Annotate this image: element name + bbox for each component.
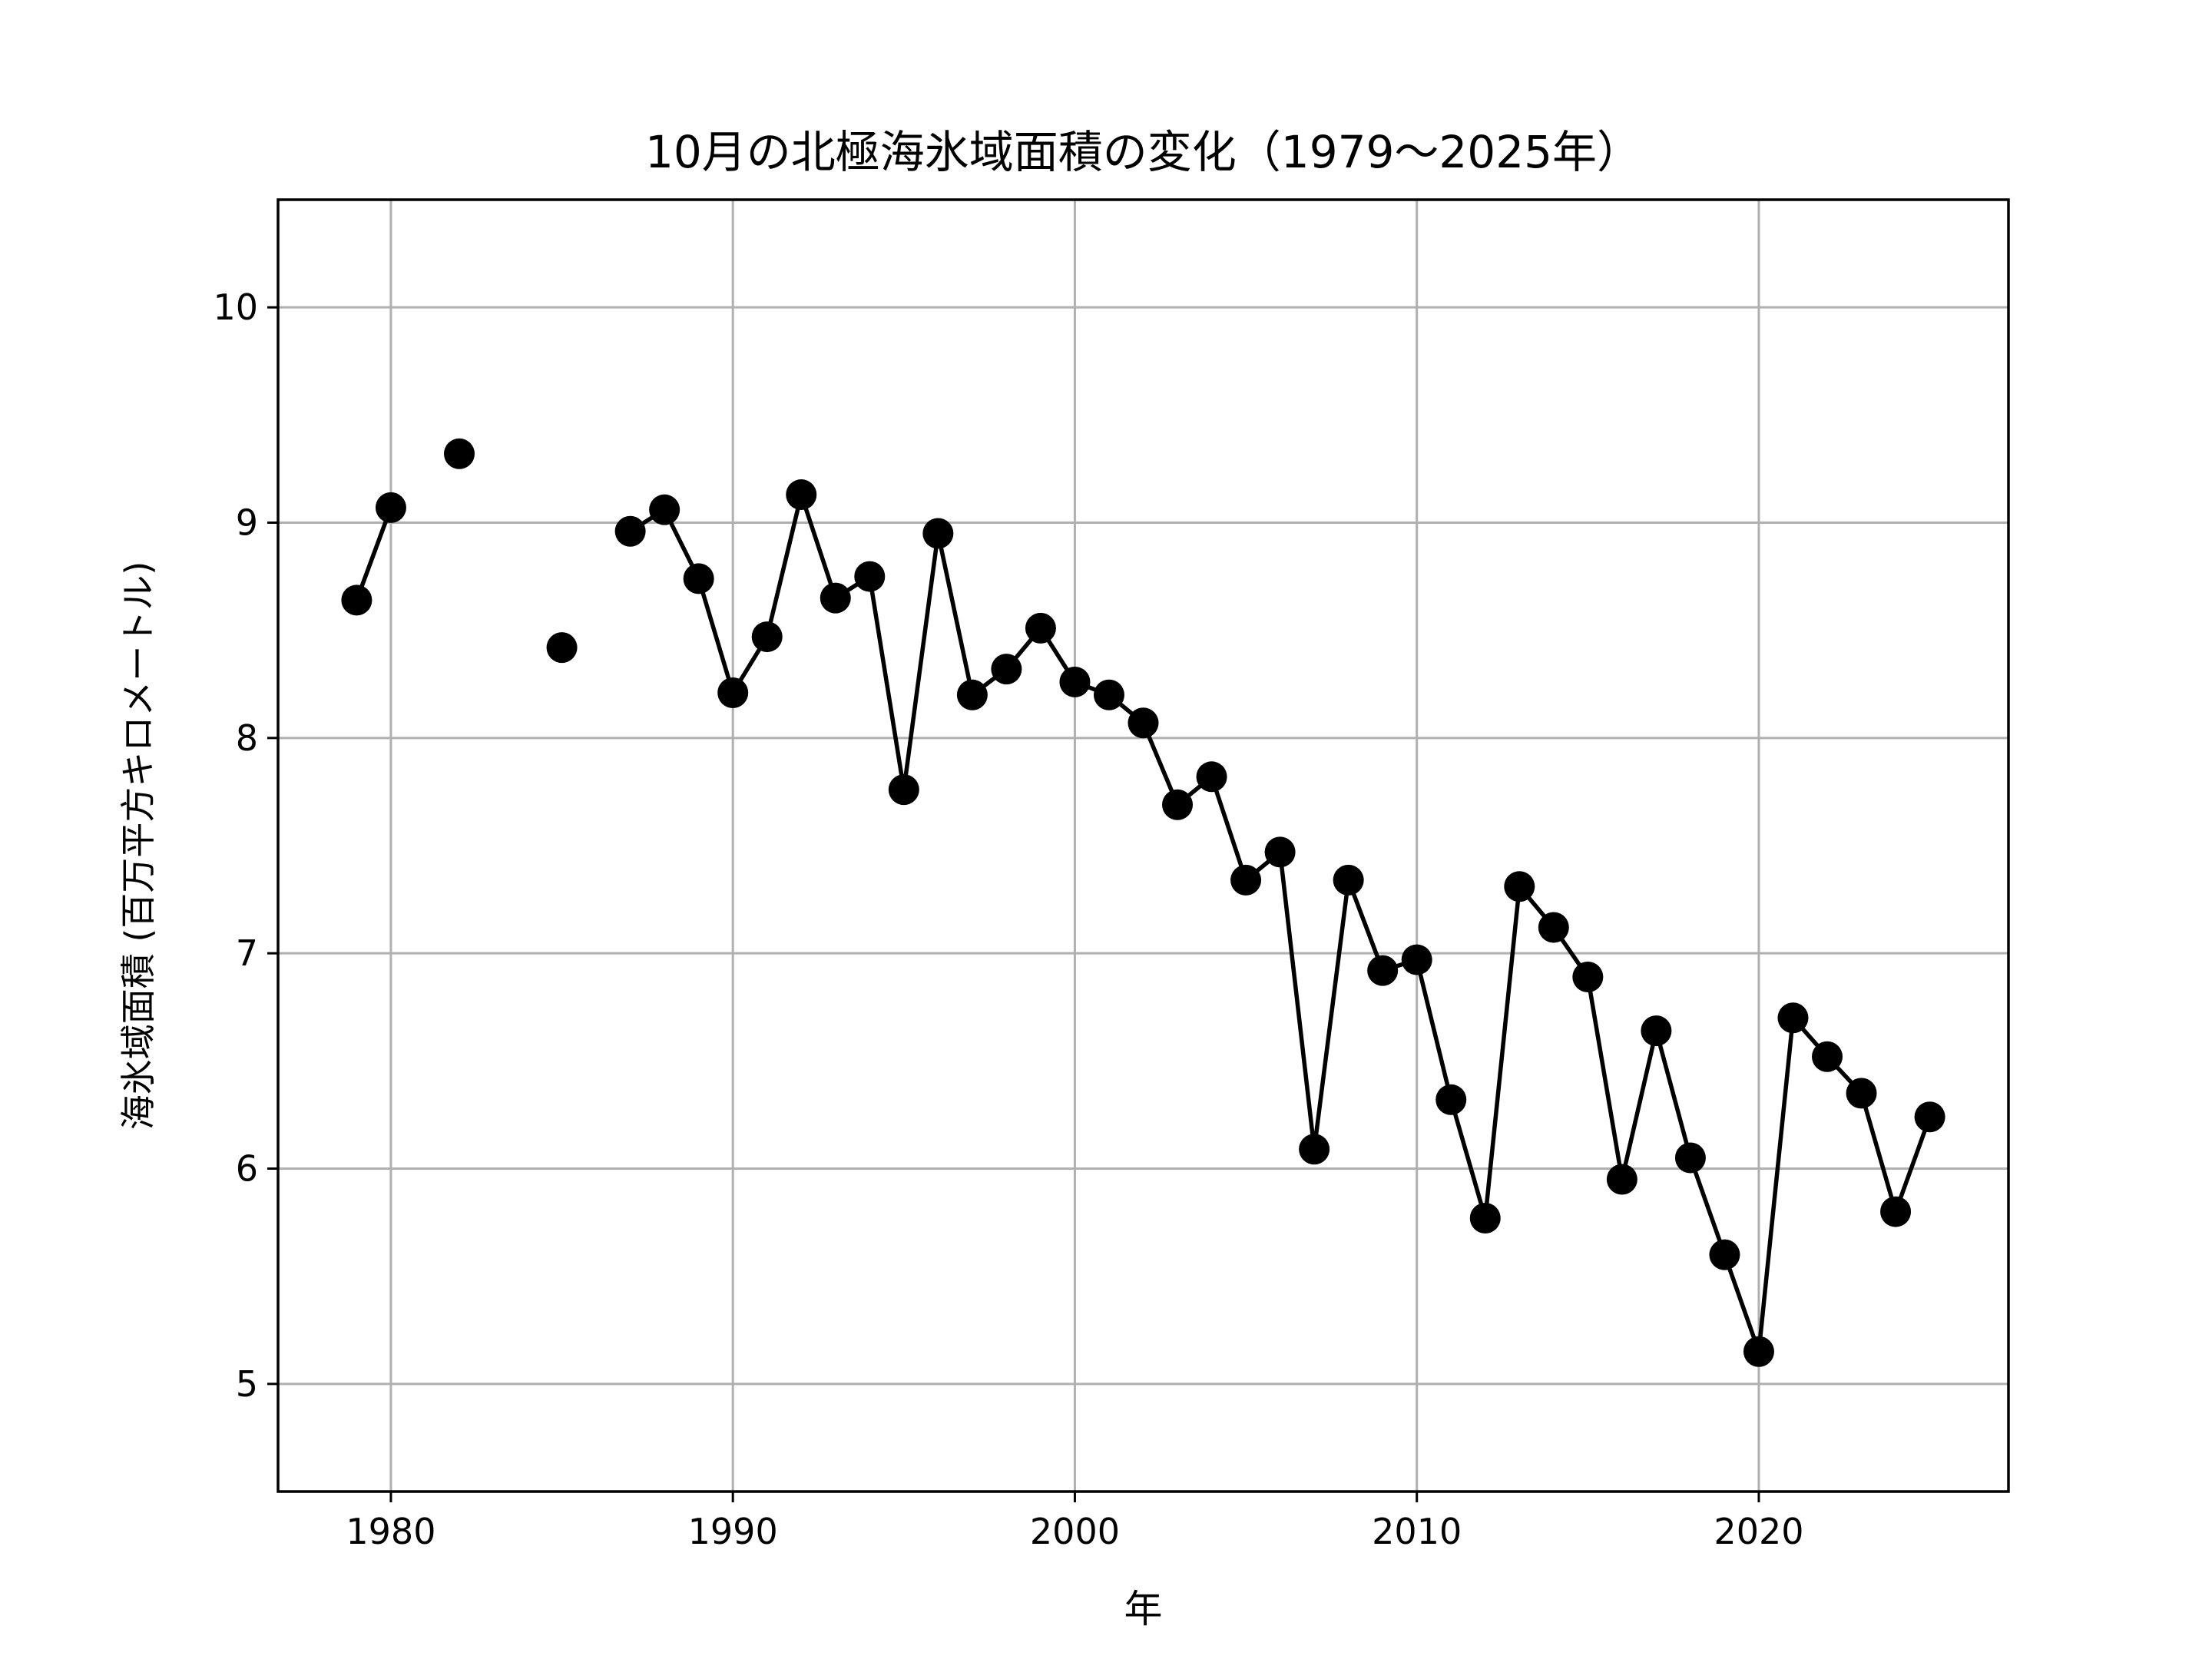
data-point bbox=[546, 632, 578, 664]
data-point bbox=[1846, 1078, 1877, 1109]
y-tick-label: 5 bbox=[236, 1363, 258, 1405]
x-tick-label: 2000 bbox=[1030, 1511, 1120, 1552]
data-point bbox=[341, 584, 373, 616]
data-point bbox=[1025, 612, 1056, 644]
y-tick-label: 8 bbox=[236, 717, 258, 759]
y-tick-label: 7 bbox=[236, 932, 258, 974]
data-point bbox=[1606, 1164, 1637, 1195]
data-point bbox=[1435, 1084, 1467, 1115]
data-point bbox=[991, 654, 1022, 685]
data-point bbox=[1504, 871, 1535, 902]
data-point bbox=[1264, 836, 1296, 868]
data-point bbox=[751, 621, 783, 653]
y-tick-label: 6 bbox=[236, 1148, 258, 1190]
data-point bbox=[1401, 944, 1432, 975]
data-point bbox=[922, 518, 954, 549]
data-point bbox=[1299, 1134, 1330, 1165]
data-point bbox=[1093, 679, 1124, 710]
data-point bbox=[649, 494, 680, 525]
y-tick-label: 10 bbox=[213, 286, 258, 328]
plot-frame bbox=[276, 198, 2010, 1493]
axis-ticks: 1980 1990 2000 2010 2020 5 6 7 8 9 10 bbox=[213, 286, 1803, 1552]
data-point bbox=[1196, 761, 1227, 793]
data-point bbox=[1128, 707, 1159, 739]
data-point bbox=[614, 515, 646, 547]
data-point bbox=[820, 582, 851, 614]
data-point bbox=[1538, 912, 1569, 943]
data-point bbox=[375, 492, 406, 523]
series-line bbox=[629, 492, 1932, 1354]
data-point bbox=[717, 677, 749, 708]
data-point bbox=[956, 679, 988, 710]
grid bbox=[278, 200, 2008, 1492]
data-point bbox=[1162, 789, 1194, 820]
data-point bbox=[1709, 1239, 1740, 1270]
series-layer bbox=[341, 438, 1945, 1367]
x-tick-label: 2020 bbox=[1714, 1511, 1803, 1552]
data-point bbox=[1333, 864, 1364, 896]
y-axis-label: 海氷域面積 (百万平方キロメートル) bbox=[118, 561, 159, 1131]
data-point bbox=[1914, 1101, 1945, 1133]
x-tick-label: 2010 bbox=[1372, 1511, 1462, 1552]
data-point bbox=[1367, 955, 1399, 986]
data-point bbox=[683, 563, 714, 594]
x-axis-label: 年 bbox=[1124, 1587, 1163, 1631]
data-point bbox=[1674, 1142, 1706, 1174]
data-point bbox=[888, 774, 919, 806]
data-point bbox=[1880, 1196, 1912, 1227]
data-point bbox=[1641, 1015, 1672, 1047]
y-tick-label: 9 bbox=[236, 502, 258, 544]
x-tick-label: 1990 bbox=[688, 1511, 778, 1552]
data-point bbox=[1777, 1002, 1809, 1034]
series-line bbox=[354, 506, 393, 601]
data-point bbox=[1812, 1041, 1843, 1072]
data-point bbox=[1469, 1202, 1501, 1233]
data-point bbox=[786, 479, 817, 511]
data-point bbox=[1230, 864, 1262, 896]
data-point bbox=[854, 561, 886, 592]
data-point bbox=[1743, 1336, 1774, 1367]
data-point bbox=[1059, 666, 1091, 697]
data-point bbox=[1572, 962, 1604, 993]
chart-title: 10月の北極海氷域面積の変化（1979〜2025年） bbox=[645, 126, 1641, 178]
data-point bbox=[443, 438, 475, 469]
x-tick-label: 1980 bbox=[346, 1511, 435, 1552]
